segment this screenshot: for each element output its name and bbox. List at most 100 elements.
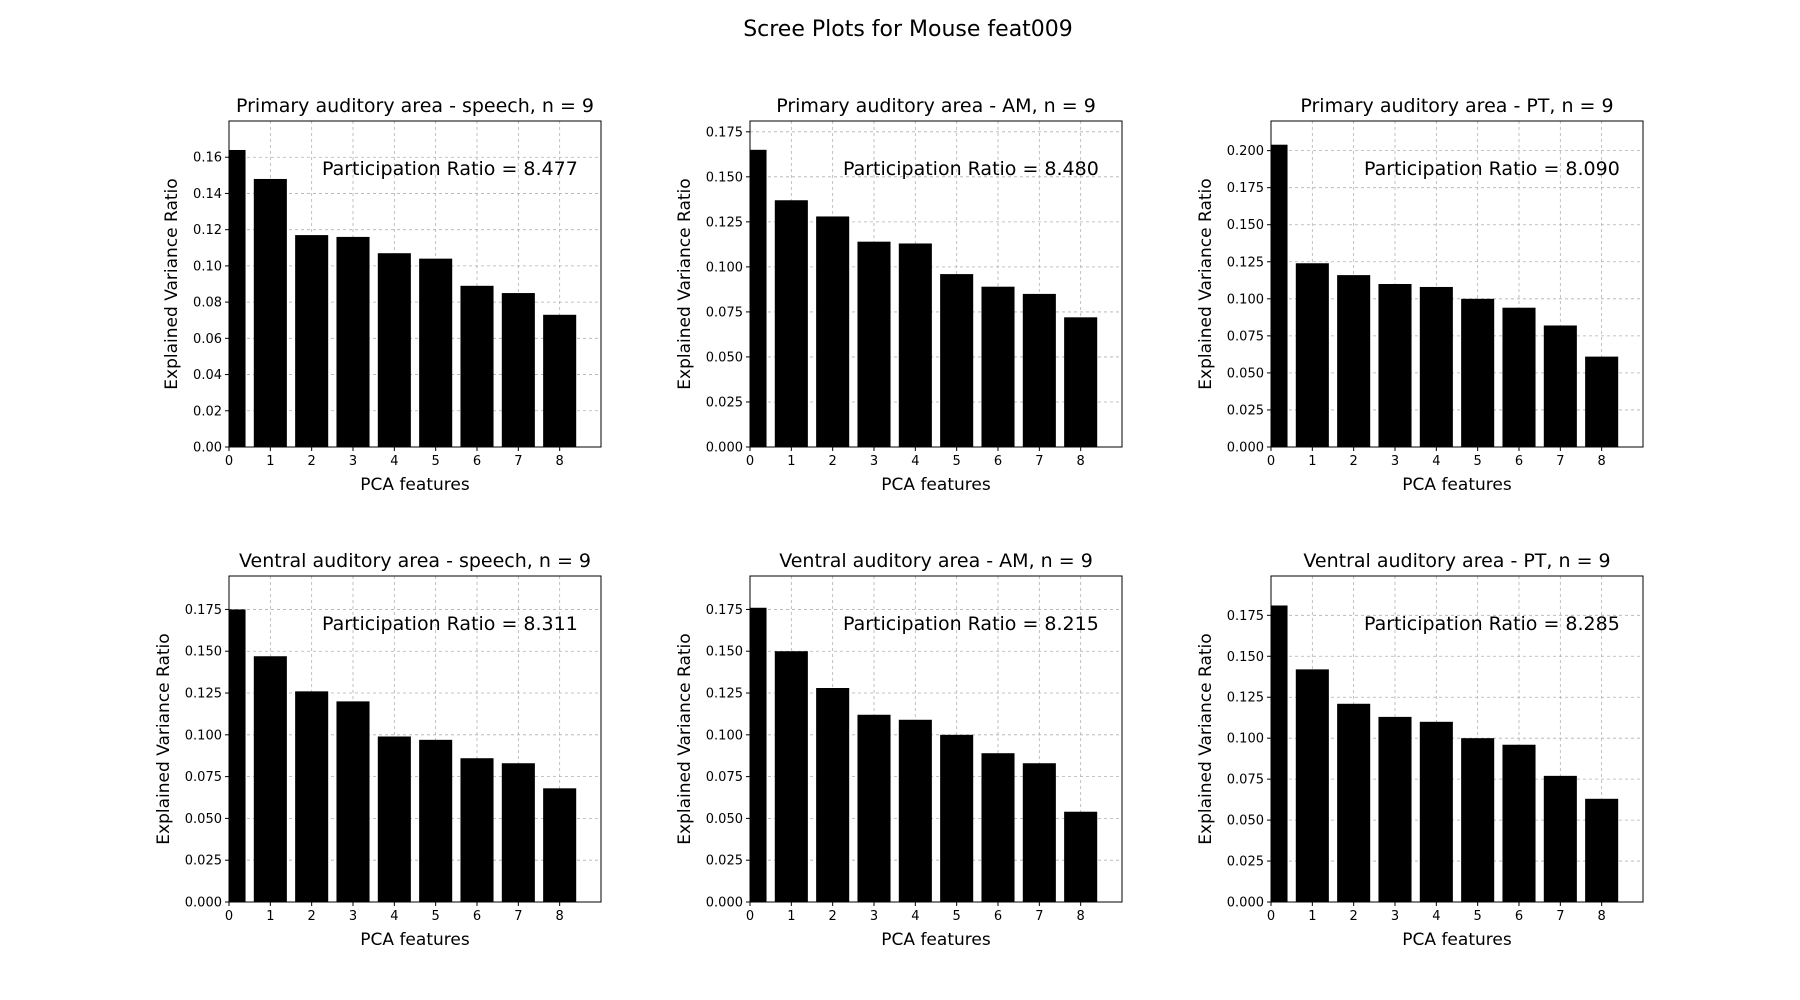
- x-tick-label: 8: [556, 454, 564, 469]
- y-tick-label: 0.050: [185, 812, 222, 827]
- subplot-title: Primary auditory area - AM, n = 9: [776, 95, 1096, 117]
- y-tick-label: 0.125: [1227, 691, 1264, 706]
- x-tick-label: 3: [1391, 909, 1399, 924]
- x-axis-label: PCA features: [881, 930, 991, 950]
- y-axis-label: Explained Variance Ratio: [1196, 633, 1216, 844]
- y-tick-label: 0.000: [706, 441, 743, 456]
- bar-8: [543, 314, 577, 447]
- x-tick-label: 5: [1474, 454, 1482, 469]
- x-tick-label: 3: [1391, 454, 1399, 469]
- bar-1: [253, 656, 287, 902]
- x-tick-label: 8: [556, 909, 564, 924]
- bar-6: [460, 758, 494, 902]
- y-tick-label: 0.150: [185, 645, 222, 660]
- bar-5: [940, 274, 974, 447]
- subplot-5: 0 1 2 3 4 5 6 7 8 0.000 0.025 0.050 0.075 0.100 0.125 0…: [675, 550, 1123, 950]
- y-tick-label: 0.100: [1227, 732, 1264, 747]
- axes-frame: [228, 575, 602, 903]
- x-tick-label: 0: [1267, 454, 1275, 469]
- x-tick-label: 2: [1350, 909, 1358, 924]
- y-tick-label: 0.025: [1227, 403, 1264, 418]
- x-tick-label: 4: [390, 454, 398, 469]
- y-tick-label: 0.000: [185, 896, 222, 911]
- bar-8: [1585, 356, 1619, 447]
- y-tick-label: 0.150: [706, 170, 743, 185]
- x-tick-label: 1: [787, 909, 795, 924]
- subplot-2: 0 1 2 3 4 5 6 7 8 0.000 0.025 0.050 0.075 0.100 0.125 0…: [675, 95, 1123, 495]
- bar-2: [1337, 275, 1371, 447]
- bar-7: [501, 293, 535, 447]
- x-axis-label: PCA features: [360, 475, 470, 495]
- x-tick-label: 2: [829, 909, 837, 924]
- y-tick-label: 0.175: [706, 125, 743, 140]
- x-tick-label: 0: [1267, 909, 1275, 924]
- bar-7: [501, 763, 535, 902]
- y-tick-label: 0.000: [706, 896, 743, 911]
- axes-frame: [228, 120, 602, 448]
- y-tick-label: 0.08: [193, 296, 222, 311]
- x-tick-label: 5: [953, 909, 961, 924]
- y-tick-label: 0.175: [1227, 609, 1264, 624]
- bar-3: [336, 236, 370, 447]
- bar-4: [898, 243, 932, 447]
- x-tick-label: 7: [1035, 909, 1043, 924]
- x-tick-label: 6: [994, 454, 1002, 469]
- bar-6: [981, 753, 1015, 902]
- x-tick-label: 1: [787, 454, 795, 469]
- bar-5: [419, 739, 453, 902]
- bar-7: [1543, 325, 1577, 447]
- y-tick-label: 0.075: [185, 770, 222, 785]
- axes-frame: [749, 575, 1123, 903]
- y-tick-label: 0.075: [1227, 773, 1264, 788]
- subplot-1: 0 1 2 3 4 5 6 7 8 0.00 0.02 0.04 0.06 0.08 0.10 0.12 0.1…: [162, 95, 602, 495]
- x-tick-label: 5: [1474, 909, 1482, 924]
- y-tick-label: 0.14: [193, 187, 222, 202]
- bar-2: [816, 688, 850, 902]
- participation-ratio-label: Participation Ratio = 8.477: [322, 158, 578, 180]
- y-tick-label: 0.150: [1227, 650, 1264, 665]
- subplot-grid: 0 1 2 3 4 5 6 7 8 0.00 0.02 0.04 0.06 0.08 0.10 0.12 0.1…: [154, 95, 1644, 950]
- axes-frame: [1270, 120, 1644, 448]
- bar-1: [1295, 263, 1329, 447]
- x-tick-label: 6: [473, 909, 481, 924]
- subplot-3: 0 1 2 3 4 5 6 7 8 0.000 0.025 0.050 0.075 0.100 0.125 0…: [1196, 95, 1644, 495]
- x-tick-label: 1: [266, 454, 274, 469]
- x-tick-label: 2: [1350, 454, 1358, 469]
- bar-5: [1461, 298, 1495, 447]
- y-tick-label: 0.175: [185, 603, 222, 618]
- bar-0: [229, 609, 246, 902]
- subplot-title: Primary auditory area - speech, n = 9: [236, 95, 594, 117]
- x-tick-label: 8: [1598, 454, 1606, 469]
- y-axis-label: Explained Variance Ratio: [162, 178, 182, 389]
- bar-5: [940, 734, 974, 902]
- bar-2: [295, 691, 329, 902]
- subplot-title: Ventral auditory area - speech, n = 9: [239, 550, 591, 572]
- x-axis-label: PCA features: [1402, 475, 1512, 495]
- y-axis-label: Explained Variance Ratio: [154, 633, 174, 844]
- bar-0: [1271, 144, 1288, 447]
- bar-7: [1022, 763, 1056, 902]
- axes-frame: [749, 120, 1123, 448]
- y-axis-label: Explained Variance Ratio: [1196, 178, 1216, 389]
- subplot-title: Primary auditory area - PT, n = 9: [1300, 95, 1613, 117]
- y-tick-label: 0.075: [1227, 329, 1264, 344]
- y-tick-label: 0.050: [1227, 366, 1264, 381]
- y-tick-label: 0.100: [706, 260, 743, 275]
- x-tick-label: 3: [349, 454, 357, 469]
- bar-7: [1543, 775, 1577, 902]
- x-tick-label: 0: [225, 454, 233, 469]
- figure-title: Scree Plots for Mouse feat009: [743, 17, 1073, 42]
- y-tick-label: 0.075: [706, 305, 743, 320]
- bar-0: [1271, 605, 1288, 902]
- participation-ratio-label: Participation Ratio = 8.090: [1364, 158, 1620, 180]
- bar-2: [816, 216, 850, 447]
- bar-5: [419, 258, 453, 447]
- y-tick-label: 0.050: [706, 812, 743, 827]
- x-tick-label: 7: [1035, 454, 1043, 469]
- y-tick-label: 0.150: [706, 645, 743, 660]
- y-tick-label: 0.025: [706, 854, 743, 869]
- x-tick-label: 4: [911, 454, 919, 469]
- participation-ratio-label: Participation Ratio = 8.285: [1364, 613, 1620, 635]
- y-tick-label: 0.025: [1227, 855, 1264, 870]
